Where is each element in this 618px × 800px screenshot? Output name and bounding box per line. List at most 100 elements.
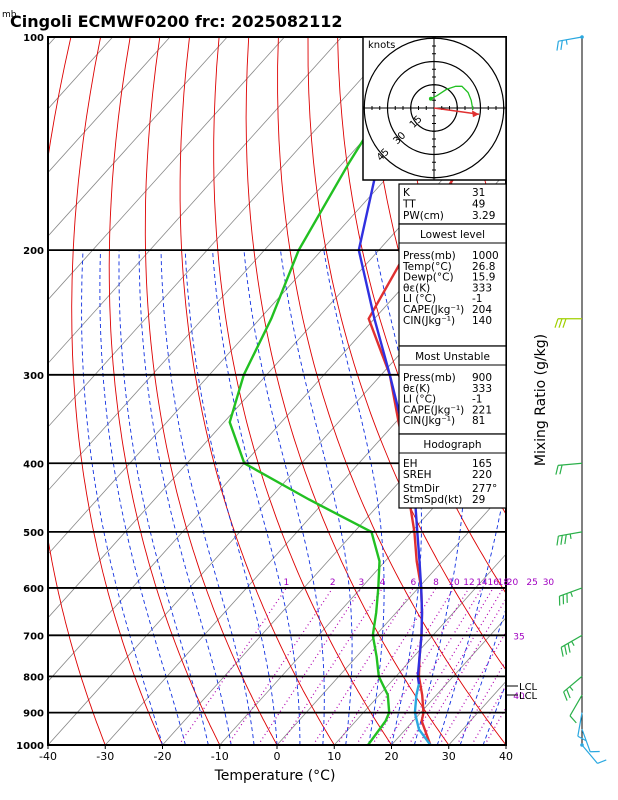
isotherm-line bbox=[219, 426, 506, 745]
temperature-tick-label: -20 bbox=[154, 750, 172, 763]
isotherm-line bbox=[48, 37, 342, 364]
dry-adiabat bbox=[307, 37, 506, 671]
isotherm-line bbox=[48, 37, 285, 301]
index-value: 26.8 bbox=[472, 261, 495, 273]
mixing-ratio-line bbox=[257, 587, 362, 745]
lcl-label: LCL bbox=[519, 682, 538, 693]
wind-profile bbox=[554, 35, 607, 764]
temperature-tick-label: -40 bbox=[39, 750, 57, 763]
isotherm-line bbox=[391, 617, 506, 745]
pressure-tick-label: 100 bbox=[23, 33, 44, 44]
pressure-tick-label: 400 bbox=[23, 459, 44, 470]
mixing-ratio-line bbox=[371, 587, 470, 745]
wind-barb-flag bbox=[555, 465, 559, 475]
index-label: Press(mb) bbox=[403, 372, 456, 384]
wind-barb-flag bbox=[566, 689, 571, 699]
mixing-ratio-line bbox=[336, 587, 437, 745]
dry-adiabat bbox=[213, 37, 392, 745]
index-value: 277° bbox=[472, 483, 497, 495]
isotherm-line bbox=[48, 37, 400, 428]
dewpoint-profile bbox=[228, 37, 429, 745]
index-value: 15.9 bbox=[472, 272, 495, 284]
temperature-tick-label: -30 bbox=[96, 750, 114, 763]
wind-barb-dot bbox=[580, 35, 584, 39]
temperature-tick-label: 0 bbox=[274, 750, 281, 763]
isotherm-line bbox=[48, 37, 457, 492]
mixing-ratio-lines bbox=[178, 587, 506, 745]
wind-barb-flag bbox=[558, 318, 563, 328]
mixing-ratio-label: 35 bbox=[513, 632, 524, 642]
wind-barb-flag bbox=[560, 40, 563, 50]
pressure-tick-label: 600 bbox=[23, 584, 44, 595]
mixing-ratio-label: 20 bbox=[507, 578, 519, 588]
index-value: 204 bbox=[472, 304, 492, 316]
wind-barb-staff bbox=[563, 675, 583, 693]
index-value: 49 bbox=[472, 199, 485, 211]
mixing-ratio-label: 12 bbox=[463, 578, 474, 588]
mixing-ratio-line bbox=[408, 587, 504, 745]
moist-adiabat bbox=[375, 250, 422, 745]
dry-adiabat bbox=[71, 37, 163, 745]
wind-barb-staff bbox=[581, 729, 591, 752]
mixing-ratio-label: 2 bbox=[330, 578, 336, 588]
dry-adiabat bbox=[48, 37, 106, 745]
index-box-lowest bbox=[398, 223, 507, 347]
mixing-ratio-label: 14 bbox=[476, 578, 488, 588]
hodograph-start-dot bbox=[428, 96, 433, 101]
wind-barb-flag bbox=[559, 464, 563, 475]
wind-barb-flag bbox=[569, 686, 574, 691]
wind-barb-flag bbox=[564, 534, 567, 545]
mixing-ratio-label: 25 bbox=[526, 578, 537, 588]
storm-motion-vector bbox=[433, 107, 480, 115]
index-value: 900 bbox=[472, 372, 492, 384]
mixing-ratio-label: 1 bbox=[284, 578, 290, 588]
index-value: 333 bbox=[472, 383, 492, 395]
wind-barb-dot bbox=[580, 743, 584, 747]
pressure-tick-label: 700 bbox=[23, 631, 44, 642]
index-label: Dewp(°C) bbox=[403, 272, 454, 284]
mixing-ratio-line bbox=[355, 587, 455, 745]
index-label: Temp(°C) bbox=[402, 261, 452, 273]
right-axis-title: Mixing Ratio (g/kg) bbox=[533, 334, 549, 466]
dry-adiabat bbox=[179, 37, 335, 745]
hodograph-units: knots bbox=[368, 40, 395, 51]
wind-barb-flag bbox=[563, 691, 568, 701]
temperature-tick-label: 30 bbox=[442, 750, 456, 763]
index-value: 3.29 bbox=[472, 210, 495, 222]
pressure-unit: mb bbox=[2, 10, 17, 20]
index-label: Press(mb) bbox=[403, 250, 456, 262]
wind-barb-flag bbox=[570, 591, 573, 597]
temperature-tick-label: 20 bbox=[385, 750, 399, 763]
wind-barb-flag bbox=[560, 535, 563, 545]
mixing-ratio-label: 18 bbox=[498, 578, 510, 588]
chart-title: Cingoli ECMWF0200 frc: 2025082112 bbox=[10, 12, 343, 31]
x-axis-title: Temperature (°C) bbox=[214, 768, 336, 784]
index-label: LI (°C) bbox=[403, 394, 436, 406]
index-label: K bbox=[403, 187, 411, 199]
mixing-ratio-label: 8 bbox=[433, 578, 439, 588]
mixing-ratio-label: 30 bbox=[543, 578, 555, 588]
index-value: 220 bbox=[472, 469, 492, 481]
mixing-ratio-line bbox=[280, 587, 384, 745]
temperature-profile bbox=[367, 101, 506, 745]
index-label: TT bbox=[402, 199, 416, 211]
index-value: 165 bbox=[472, 458, 492, 470]
hodograph-trace bbox=[430, 85, 474, 110]
index-section-title: Lowest level bbox=[420, 229, 485, 241]
index-value: 81 bbox=[472, 415, 485, 427]
index-value: 333 bbox=[472, 282, 492, 294]
temperature-tick-label: 40 bbox=[499, 750, 513, 763]
pressure-tick-label: 800 bbox=[23, 672, 44, 683]
wind-barb-flag bbox=[569, 533, 572, 539]
isotherm-line bbox=[48, 37, 228, 237]
isotherm-line bbox=[276, 489, 506, 745]
wind-barb-flag bbox=[577, 735, 587, 742]
index-label: CAPE(Jkg⁻¹) bbox=[403, 404, 464, 416]
dry-adiabat bbox=[144, 37, 278, 745]
mixing-ratio-label: 4 bbox=[380, 578, 386, 588]
index-label: θε(K) bbox=[403, 383, 430, 395]
wind-barb-flag bbox=[569, 715, 577, 724]
wind-barb-flag bbox=[556, 535, 559, 546]
